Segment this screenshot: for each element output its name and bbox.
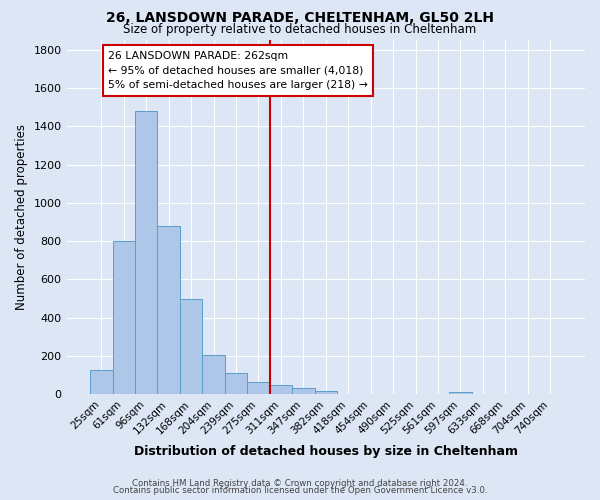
Bar [269, 385, 292, 394]
Bar [449, 392, 472, 394]
Bar [247, 382, 269, 394]
Bar [90, 370, 113, 394]
X-axis label: Distribution of detached houses by size in Cheltenham: Distribution of detached houses by size … [134, 444, 518, 458]
Bar [292, 388, 314, 394]
Bar [135, 111, 157, 395]
Bar [225, 374, 247, 394]
Text: 26 LANSDOWN PARADE: 262sqm
← 95% of detached houses are smaller (4,018)
5% of se: 26 LANSDOWN PARADE: 262sqm ← 95% of deta… [108, 50, 368, 90]
Y-axis label: Number of detached properties: Number of detached properties [15, 124, 28, 310]
Text: Contains HM Land Registry data © Crown copyright and database right 2024.: Contains HM Land Registry data © Crown c… [132, 478, 468, 488]
Bar [113, 241, 135, 394]
Bar [202, 355, 225, 395]
Bar [180, 298, 202, 394]
Text: Contains public sector information licensed under the Open Government Licence v3: Contains public sector information licen… [113, 486, 487, 495]
Text: 26, LANSDOWN PARADE, CHELTENHAM, GL50 2LH: 26, LANSDOWN PARADE, CHELTENHAM, GL50 2L… [106, 11, 494, 25]
Text: Size of property relative to detached houses in Cheltenham: Size of property relative to detached ho… [124, 22, 476, 36]
Bar [157, 226, 180, 394]
Bar [314, 390, 337, 394]
